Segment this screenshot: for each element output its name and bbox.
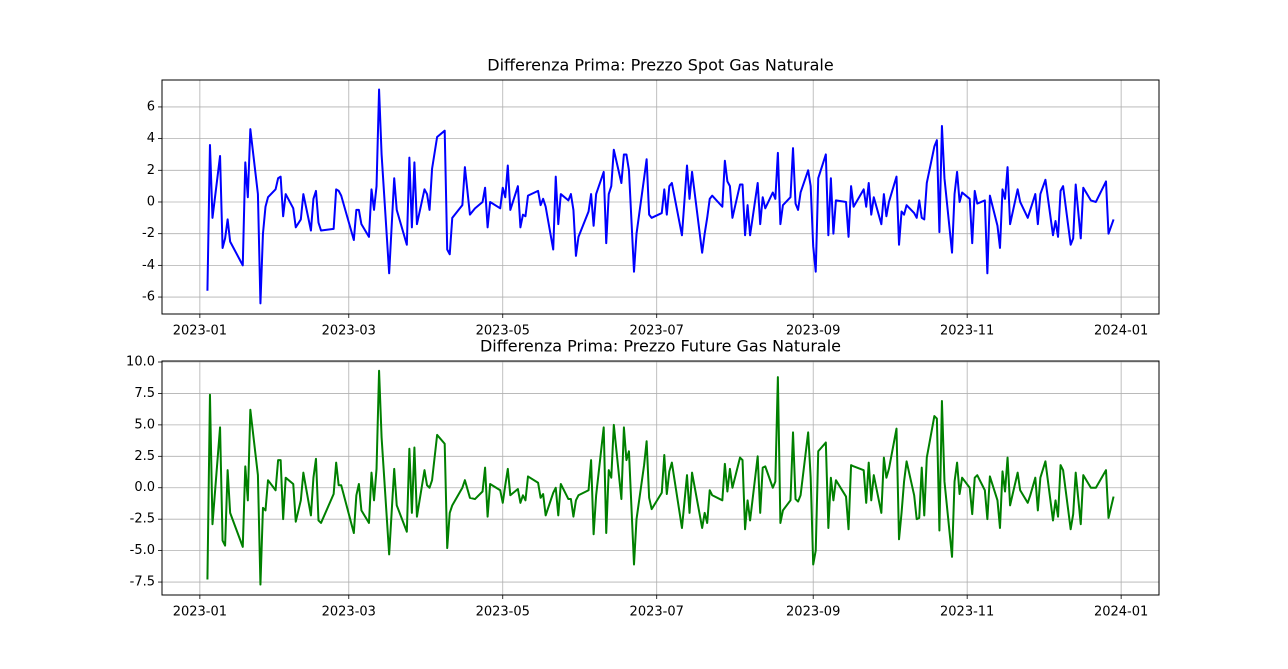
y-tick-label: -5.0 [130, 543, 155, 558]
x-tick-label: 2023-01 [173, 605, 227, 620]
series-line [206, 369, 1115, 586]
x-tick-label: 2024-01 [1094, 605, 1148, 620]
y-tick-label: 5.0 [134, 417, 155, 432]
y-tick-label: -7.5 [130, 575, 155, 590]
x-tick-label: 2023-07 [630, 605, 684, 620]
y-tick-label: 7.5 [134, 386, 155, 401]
x-tick-label: 2023-09 [786, 324, 840, 339]
x-tick-label: 2023-07 [630, 324, 684, 339]
y-tick-label: 0 [147, 194, 155, 209]
x-tick-label: 2023-11 [940, 605, 994, 620]
y-tick-label: 6 [147, 99, 155, 114]
y-tick-label: 10.0 [126, 355, 155, 370]
y-tick-label: 4 [147, 131, 155, 146]
chart-title: Differenza Prima: Prezzo Spot Gas Natura… [487, 56, 833, 75]
x-tick-label: 2023-09 [786, 605, 840, 620]
x-tick-label: 2024-01 [1094, 324, 1148, 339]
y-tick-label: 2 [147, 163, 155, 178]
y-tick-label: -4 [142, 258, 155, 273]
x-tick-label: 2023-03 [322, 605, 376, 620]
x-tick-label: 2023-05 [476, 605, 530, 620]
y-tick-label: 2.5 [134, 449, 155, 464]
plot-frame [161, 360, 1160, 596]
x-tick-label: 2023-05 [476, 324, 530, 339]
x-tick-label: 2023-03 [322, 324, 376, 339]
plot-frame [161, 79, 1160, 315]
y-tick-label: -6 [142, 290, 155, 305]
chart-title: Differenza Prima: Prezzo Future Gas Natu… [480, 337, 841, 356]
x-tick-label: 2023-01 [173, 324, 227, 339]
y-tick-label: -2 [142, 226, 155, 241]
x-tick-label: 2023-11 [940, 324, 994, 339]
series-line [206, 88, 1115, 305]
y-tick-label: -2.5 [130, 512, 155, 527]
y-tick-label: 0.0 [134, 480, 155, 495]
